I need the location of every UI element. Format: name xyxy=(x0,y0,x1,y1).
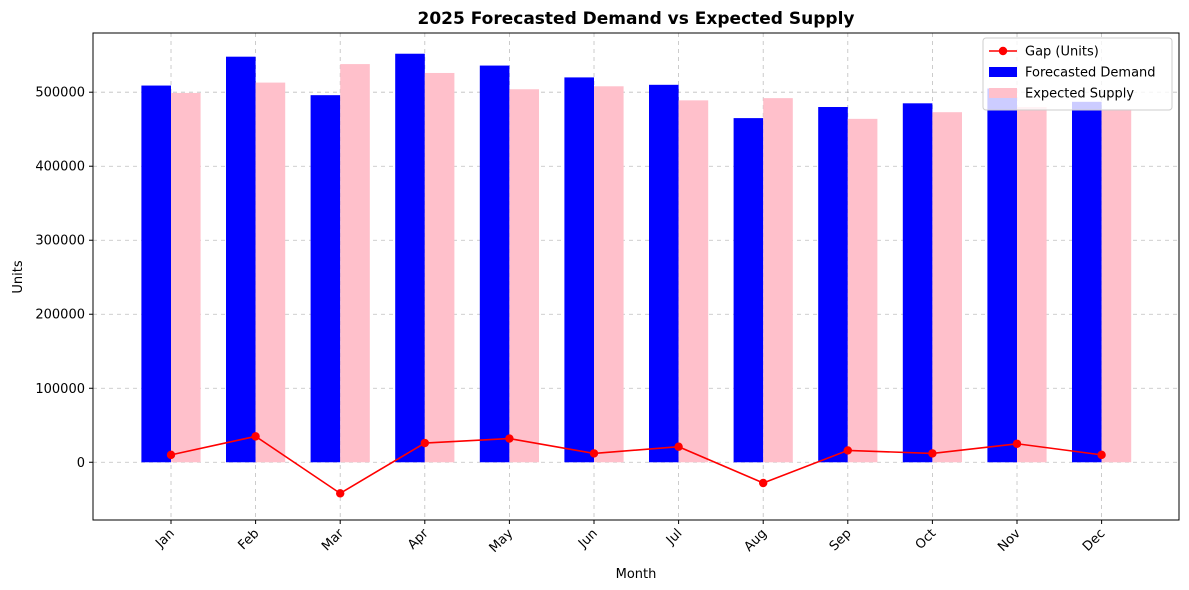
gap-point-jan xyxy=(166,450,176,460)
supply-bar-sep xyxy=(847,118,878,463)
gap-point-nov xyxy=(1012,439,1022,448)
x-tick-label: Jul xyxy=(663,526,685,548)
line-layer xyxy=(166,432,1106,498)
x-tick-label: Nov xyxy=(995,526,1024,555)
demand-bar-feb xyxy=(226,56,256,463)
gap-point-jul xyxy=(674,442,683,451)
gap-point-feb xyxy=(251,432,260,441)
supply-bar-feb xyxy=(255,82,286,463)
demand-bar-nov xyxy=(987,88,1017,463)
demand-bar-dec xyxy=(1072,101,1102,463)
x-tick-label: Feb xyxy=(236,526,263,553)
y-tick-label: 500000 xyxy=(35,86,85,101)
x-tick-label: Jun xyxy=(575,526,601,552)
x-tick-label: Oct xyxy=(913,526,940,553)
supply-bar-jan xyxy=(171,92,201,463)
gap-point-mar xyxy=(336,489,345,498)
x-tick-label: May xyxy=(487,526,517,556)
supply-bar-oct xyxy=(932,112,962,463)
gap-point-sep xyxy=(843,446,852,455)
gap-point-oct xyxy=(928,449,937,458)
legend: Gap (Units) Forecasted Demand Expected Sup… xyxy=(982,37,1173,111)
supply-bar-jun xyxy=(594,86,624,463)
y-axis-label: Units xyxy=(11,260,26,293)
legend-entry-label: Forecasted Demand xyxy=(1025,66,1156,81)
x-tick-label: Apr xyxy=(405,526,432,553)
demand-bar-sep xyxy=(818,107,848,463)
y-tick-label: 0 xyxy=(77,456,85,471)
demand-bar-jan xyxy=(141,85,171,463)
legend-box xyxy=(982,37,1173,111)
plot-frame xyxy=(92,32,1180,521)
legend-swatch-box xyxy=(989,88,1017,98)
chart-title: 2025 Forecasted Demand vs Expected Suppl… xyxy=(418,9,855,29)
legend-swatch-box xyxy=(989,67,1017,77)
legend-entry-label: Expected Supply xyxy=(1025,87,1134,102)
gap-point-jun xyxy=(589,449,599,458)
gap-point-aug xyxy=(759,478,768,488)
supply-bar-jul xyxy=(678,100,709,463)
y-tick-label: 200000 xyxy=(35,308,85,323)
demand-bar-may xyxy=(479,65,510,463)
supply-bar-mar xyxy=(340,64,370,463)
x-tick-label: Mar xyxy=(319,526,347,554)
y-tick-label: 300000 xyxy=(35,234,85,249)
supply-bar-may xyxy=(509,89,539,463)
gap-point-may xyxy=(505,434,514,443)
y-tick-label: 400000 xyxy=(35,160,85,175)
gap-line xyxy=(170,435,1102,495)
x-tick-label: Aug xyxy=(741,526,770,555)
demand-bar-jun xyxy=(564,77,594,463)
demand-bar-oct xyxy=(902,103,933,463)
demand-bar-jul xyxy=(649,84,679,463)
gap-point-dec xyxy=(1097,450,1106,460)
legend-swatch-marker xyxy=(998,46,1008,56)
supply-bar-apr xyxy=(424,72,455,463)
x-axis-label: Month xyxy=(616,567,657,582)
bar-layer xyxy=(141,53,1132,463)
demand-bar-apr xyxy=(395,53,425,463)
demand-bar-mar xyxy=(310,95,341,463)
demand-bar-aug xyxy=(733,118,764,463)
supply-bar-aug xyxy=(763,98,793,463)
x-tick-label: Dec xyxy=(1080,526,1108,554)
x-tick-label: Jan xyxy=(152,526,177,551)
x-tick-label: Sep xyxy=(827,526,855,554)
legend-entry-label: Gap (Units) xyxy=(1025,45,1099,60)
y-tick-label: 100000 xyxy=(35,382,85,397)
gap-point-apr xyxy=(420,438,429,448)
supply-bar-dec xyxy=(1101,109,1132,463)
supply-bar-nov xyxy=(1017,107,1047,463)
